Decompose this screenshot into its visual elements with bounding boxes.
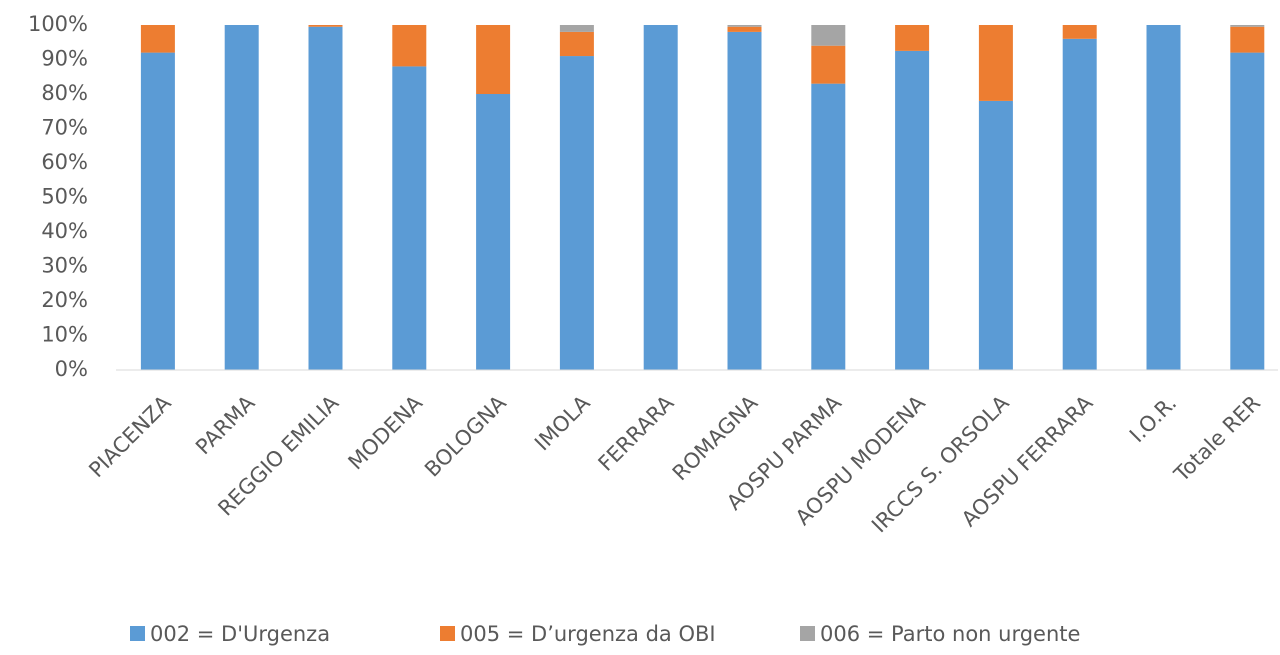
bar-segment (727, 26, 762, 32)
bar-segment (1062, 38, 1097, 371)
x-tick-label: Totale RER (1169, 391, 1265, 487)
bar-segment (559, 25, 594, 32)
bar-segment (643, 25, 678, 370)
y-tick-label: 100% (28, 12, 88, 36)
bar-segment (1062, 25, 1097, 39)
bar-segment (392, 66, 427, 371)
y-tick-label: 30% (41, 254, 88, 278)
y-tick-label: 10% (41, 323, 88, 347)
bar-segment (811, 83, 846, 371)
bar-segment (559, 56, 594, 371)
bar-segment (727, 31, 762, 371)
legend-swatch (440, 626, 455, 641)
y-tick-label: 0% (55, 357, 88, 381)
y-tick-label: 40% (41, 219, 88, 243)
bar-segment (476, 94, 511, 370)
y-tick-label: 20% (41, 288, 88, 312)
bar-segment (559, 31, 594, 57)
bar-segment (1230, 25, 1265, 27)
y-tick-label: 60% (41, 150, 88, 174)
bar-segment (978, 25, 1013, 101)
bar-segment (224, 25, 259, 370)
legend-label: 005 = D’urgenza da OBI (460, 622, 716, 646)
x-tick-label: IRCCS S. ORSOLA (867, 390, 1014, 537)
legend-label: 002 = D'Urgenza (150, 622, 330, 646)
y-tick-label: 90% (41, 47, 88, 71)
bar-segment (1230, 26, 1265, 53)
bar-segment (1146, 25, 1181, 370)
bar-segment (308, 25, 343, 27)
bar-segment (895, 50, 930, 370)
legend-swatch (800, 626, 815, 641)
y-tick-label: 50% (41, 185, 88, 209)
bar-segment (727, 25, 762, 27)
x-tick-label: FERRARA (594, 390, 679, 475)
bar-segment (392, 25, 427, 67)
bar-segment (308, 26, 343, 370)
y-tick-label: 70% (41, 116, 88, 140)
legend-swatch (130, 626, 145, 641)
bar-segment (895, 25, 930, 51)
bar-segment (811, 45, 846, 84)
bar-segment (978, 100, 1013, 371)
bar-segment (1230, 52, 1265, 370)
x-tick-label: PIACENZA (84, 390, 176, 482)
bar-segment (476, 25, 511, 94)
bar-segment (140, 52, 175, 370)
x-tick-label: IMOLA (530, 390, 595, 455)
x-tick-label: BOLOGNA (420, 390, 511, 481)
bar-segment (811, 25, 846, 46)
x-tick-label: MODENA (344, 390, 428, 474)
x-tick-label: PARMA (191, 390, 260, 459)
bar-segment (140, 25, 175, 53)
legend-label: 006 = Parto non urgente (820, 622, 1080, 646)
x-tick-label: I.O.R. (1125, 391, 1181, 447)
y-tick-label: 80% (41, 81, 88, 105)
